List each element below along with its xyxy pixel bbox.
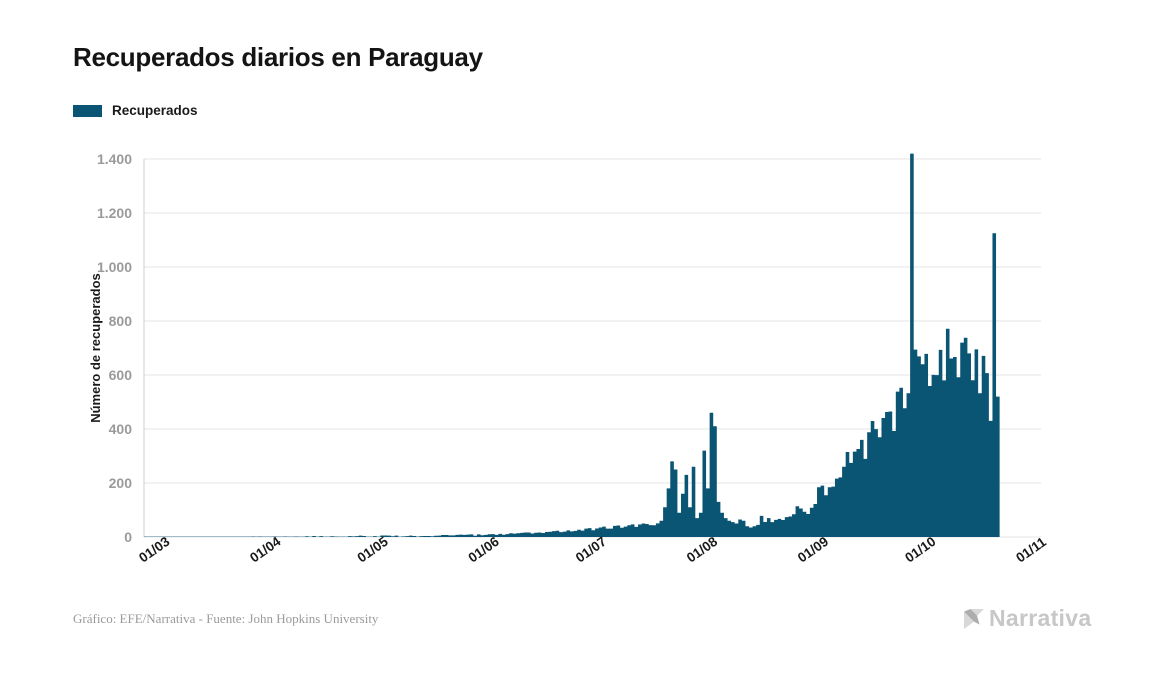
- svg-text:01/03: 01/03: [136, 534, 173, 566]
- svg-text:01/06: 01/06: [465, 534, 502, 566]
- svg-text:01/11: 01/11: [1013, 534, 1049, 566]
- svg-text:01/08: 01/08: [684, 534, 721, 566]
- svg-text:0: 0: [124, 529, 132, 545]
- svg-text:600: 600: [109, 367, 133, 383]
- svg-text:1.200: 1.200: [97, 205, 132, 221]
- svg-text:01/04: 01/04: [247, 534, 284, 566]
- svg-text:01/07: 01/07: [573, 534, 609, 566]
- svg-text:01/05: 01/05: [354, 534, 391, 566]
- svg-text:1.000: 1.000: [97, 259, 132, 275]
- svg-text:1.400: 1.400: [97, 151, 132, 167]
- svg-text:400: 400: [109, 421, 133, 437]
- svg-text:200: 200: [109, 475, 133, 491]
- svg-text:01/10: 01/10: [902, 534, 938, 566]
- svg-text:800: 800: [109, 313, 133, 329]
- svg-text:01/09: 01/09: [795, 534, 831, 566]
